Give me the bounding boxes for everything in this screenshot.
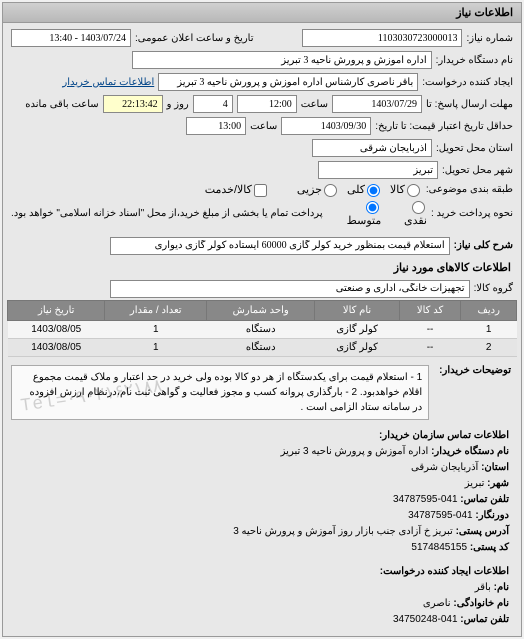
province-label: استان محل تحویل:	[436, 143, 513, 154]
form-area: شماره نیاز: تاریخ و ساعت اعلان عمومی: نا…	[3, 23, 521, 636]
validity-label: حداقل تاریخ اعتبار قیمت: تا تاریخ:	[375, 121, 513, 132]
contact-buyer-section: اطلاعات تماس سازمان خریدار: نام دستگاه خ…	[7, 424, 517, 560]
pay-mid-radio[interactable]	[366, 201, 379, 214]
cat-all-radio[interactable]	[367, 184, 380, 197]
buyer-org-input[interactable]	[132, 51, 432, 69]
cb-postal-label: کد پستی:	[470, 542, 509, 553]
items-table: ردیف کد کالا نام کالا واحد شمارش تعداد /…	[7, 300, 517, 357]
reply-time-input[interactable]	[237, 95, 297, 113]
reply-deadline-label: مهلت ارسال پاسخ: تا	[426, 99, 513, 110]
summary-input[interactable]	[110, 237, 450, 255]
creator-input[interactable]	[158, 73, 418, 91]
cb-phone-label: تلفن تماس:	[460, 494, 509, 505]
cb-address-label: آدرس پستی:	[456, 526, 509, 537]
table-row[interactable]: 2 -- کولر گازی دستگاه 1 1403/08/05	[8, 338, 517, 356]
installment-option[interactable]: کالا/خدمت	[205, 183, 269, 197]
announce-label: تاریخ و ساعت اعلان عمومی:	[135, 33, 254, 44]
announce-input[interactable]	[11, 29, 131, 47]
th-row: ردیف	[461, 300, 517, 320]
cat-all-option[interactable]: کلی	[347, 183, 382, 197]
cc-phone: 041-34750248	[393, 614, 458, 625]
buyer-desc-label: توضیحات خریدار:	[433, 361, 517, 424]
buyer-contact-link[interactable]: اطلاعات تماس خریدار	[62, 77, 154, 88]
category-label: طبقه بندی موضوعی:	[426, 184, 513, 195]
category-radio-group: کالا کلی جزیی	[297, 183, 422, 197]
payment-note: پرداخت تمام یا بخشی از مبلغ خرید،از محل …	[11, 208, 323, 219]
buyer-org-label: نام دستگاه خریدار:	[436, 55, 513, 66]
buyer-desc-box: 1 - استعلام قیمت برای یکدستگاه از هر دو …	[11, 365, 429, 420]
th-code: کد کالا	[399, 300, 461, 320]
panel-title: اطلاعات نیاز	[3, 3, 521, 23]
validity-date-input[interactable]	[281, 117, 371, 135]
reply-time-label: ساعت	[301, 99, 328, 110]
cat-partial-option[interactable]: جزیی	[297, 183, 339, 197]
installment-checkbox[interactable]	[254, 184, 267, 197]
table-row[interactable]: 1 -- کولر گازی دستگاه 1 1403/08/05	[8, 320, 517, 338]
th-name: نام کالا	[315, 300, 399, 320]
table-body: 1 -- کولر گازی دستگاه 1 1403/08/05 2 -- …	[8, 320, 517, 356]
contact-creator-section: اطلاعات ایجاد کننده درخواست: نام: باقر ن…	[7, 560, 517, 632]
cc-fname: باقر	[475, 582, 491, 593]
remaining-label: ساعت باقی مانده	[25, 99, 98, 110]
cb-phone: 041-34787595	[393, 494, 458, 505]
th-unit: واحد شمارش	[207, 300, 315, 320]
cc-lname: ناصری	[423, 598, 451, 609]
main-panel: اطلاعات نیاز شماره نیاز: تاریخ و ساعت اع…	[2, 2, 522, 637]
payment-method-label: نحوه پرداخت خرید :	[431, 208, 513, 219]
pay-cash-option[interactable]: نقدی	[389, 201, 427, 227]
th-date: تاریخ نیاز	[8, 300, 105, 320]
contact-creator-title: اطلاعات ایجاد کننده درخواست:	[15, 564, 509, 580]
cb-org-label: نام دستگاه خریدار:	[431, 446, 509, 457]
days-input[interactable]	[193, 95, 233, 113]
cc-fname-label: نام:	[494, 582, 509, 593]
cb-province: آذربایجان شرقی	[411, 462, 478, 473]
remaining-input	[103, 95, 163, 113]
payment-radio-group: نقدی متوسط	[333, 201, 427, 227]
cc-lname-label: نام خانوادگی:	[453, 598, 509, 609]
cb-fax-label: دورنگار:	[475, 510, 509, 521]
days-label: روز و	[167, 99, 189, 110]
items-section-title: اطلاعات کالاهای مورد نیاز	[7, 257, 517, 278]
province-input[interactable]	[312, 139, 432, 157]
cat-partial-radio[interactable]	[324, 184, 337, 197]
validity-time-label: ساعت	[250, 121, 277, 132]
request-no-input[interactable]	[302, 29, 462, 47]
contact-buyer-title: اطلاعات تماس سازمان خریدار:	[15, 428, 509, 444]
city-input[interactable]	[318, 161, 438, 179]
cb-city-label: شهر:	[487, 478, 509, 489]
cb-city: تبریز	[465, 478, 485, 489]
reply-date-input[interactable]	[332, 95, 422, 113]
validity-time-input[interactable]	[186, 117, 246, 135]
request-no-label: شماره نیاز:	[466, 33, 513, 44]
cat-goods-option[interactable]: کالا	[390, 183, 422, 197]
cb-postal: 5174845155	[411, 542, 467, 553]
table-header-row: ردیف کد کالا نام کالا واحد شمارش تعداد /…	[8, 300, 517, 320]
cb-province-label: استان:	[481, 462, 509, 473]
cb-address: تبریز خ آزادی جنب بازار روز آموزش و پرور…	[233, 526, 453, 537]
pay-mid-option[interactable]: متوسط	[333, 201, 382, 227]
city-label: شهر محل تحویل:	[442, 165, 513, 176]
pay-cash-radio[interactable]	[412, 201, 425, 214]
creator-label: ایجاد کننده درخواست:	[422, 77, 513, 88]
group-label: گروه کالا:	[474, 283, 513, 294]
th-qty: تعداد / مقدار	[105, 300, 207, 320]
group-input[interactable]	[110, 280, 470, 298]
cb-fax: 041-34787595	[408, 510, 473, 521]
summary-label: شرح کلی نیاز:	[454, 240, 513, 251]
cb-org: اداره آموزش و پرورش ناحیه 3 تبریز	[281, 446, 429, 457]
cat-goods-radio[interactable]	[407, 184, 420, 197]
cc-phone-label: تلفن تماس:	[460, 614, 509, 625]
